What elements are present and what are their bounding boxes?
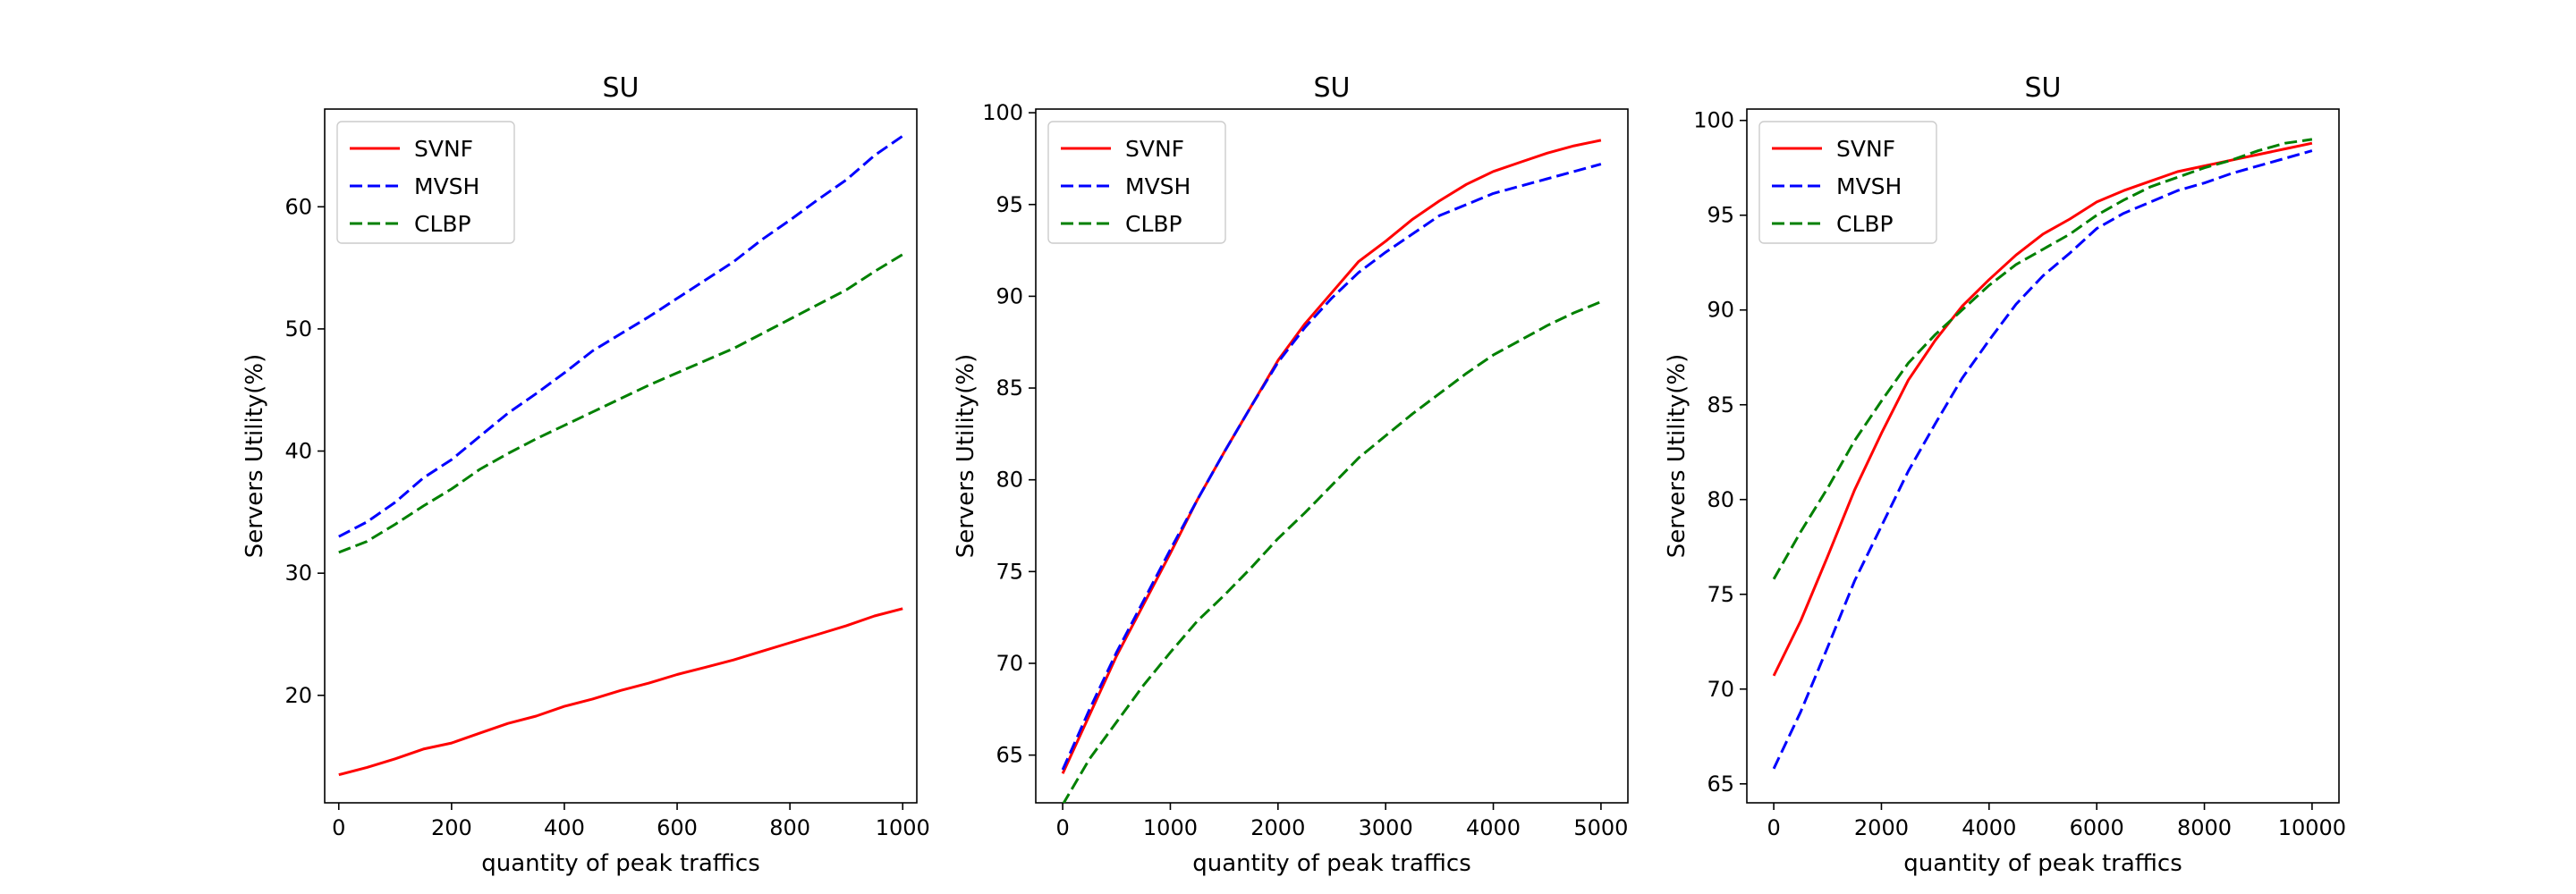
- series-line-clbp: [338, 253, 903, 554]
- x-tick-label: 5000: [1573, 815, 1628, 840]
- y-tick-label: 70: [996, 651, 1023, 676]
- series-group: [1061, 139, 1602, 803]
- y-tick-label: 60: [284, 194, 312, 219]
- x-tick-label: 0: [1767, 815, 1780, 840]
- y-tick-label: 75: [996, 559, 1023, 584]
- legend-label-svnf: SVNF: [1836, 136, 1895, 162]
- plot-area-frame: [324, 108, 918, 804]
- y-tick-label: 85: [1707, 392, 1734, 417]
- y-tick-label: 100: [982, 100, 1023, 125]
- y-tick-label: 40: [284, 439, 312, 464]
- legend-frame: [336, 121, 515, 244]
- y-axis-label: Servers Utility(%): [1664, 354, 1690, 559]
- y-tick-label: 95: [1707, 203, 1734, 228]
- x-tick-label: 2000: [1250, 815, 1305, 840]
- x-tick-label: 3000: [1359, 815, 1413, 840]
- y-tick-label: 65: [996, 743, 1023, 768]
- x-tick-label: 800: [769, 815, 810, 840]
- series-line-svnf: [1061, 139, 1602, 774]
- chart-title: SU: [602, 72, 639, 104]
- x-tick-label: 600: [657, 815, 698, 840]
- y-tick-label: 50: [284, 316, 312, 342]
- series-line-clbp: [1772, 138, 2313, 580]
- legend-label-clbp: CLBP: [1125, 211, 1182, 237]
- y-tick-label: 30: [284, 561, 312, 586]
- x-tick-label: 0: [332, 815, 345, 840]
- y-tick-label: 80: [996, 468, 1023, 493]
- legend-label-clbp: CLBP: [1836, 211, 1894, 237]
- x-tick-label: 1000: [1143, 815, 1198, 840]
- legend-frame: [1758, 121, 1937, 244]
- y-tick-label: 90: [996, 283, 1023, 308]
- x-tick-label: 0: [1055, 815, 1069, 840]
- legend-label-svnf: SVNF: [1125, 136, 1184, 162]
- y-axis-label: Servers Utility(%): [242, 354, 268, 559]
- plot-area-frame: [1035, 108, 1629, 804]
- x-tick-label: 400: [544, 815, 585, 840]
- x-tick-label: 2000: [1854, 815, 1909, 840]
- x-tick-label: 8000: [2177, 815, 2232, 840]
- y-tick-label: 85: [996, 375, 1023, 401]
- series-line-mvsh: [338, 134, 904, 538]
- plot-area-frame: [1746, 108, 2340, 804]
- series-line-mvsh: [1061, 163, 1602, 771]
- chart-panel-3: SU 0 2000 4000 6000 8000 10000 65 70 75 80 85 90 95 10…: [1664, 72, 2346, 877]
- chart-panel-1: SU 0 200 400 600 800 1000 20 30 40 50 60 quantity of…: [242, 72, 930, 877]
- legend-label-svnf: SVNF: [414, 136, 473, 162]
- legend: SVNF MVSH CLBP: [1047, 121, 1226, 244]
- legend-label-mvsh: MVSH: [414, 173, 479, 199]
- legend-label-clbp: CLBP: [414, 211, 471, 237]
- y-tick-label: 100: [1693, 108, 1734, 133]
- x-axis-label: quantity of peak traffics: [481, 850, 760, 877]
- legend: SVNF MVSH CLBP: [1758, 121, 1937, 244]
- x-axis-label: quantity of peak traffics: [1903, 850, 2182, 877]
- x-tick-label: 4000: [1962, 815, 2016, 840]
- x-tick-label: 10000: [2278, 815, 2346, 840]
- y-tick-label: 20: [284, 683, 312, 708]
- y-tick-label: 80: [1707, 487, 1734, 512]
- series-line-clbp: [1062, 300, 1602, 803]
- y-tick-label: 70: [1707, 677, 1734, 702]
- y-tick-label: 90: [1707, 298, 1734, 323]
- x-tick-label: 1000: [876, 815, 930, 840]
- chart-panel-2: SU 0 1000 2000 3000 4000 5000 65 70 75 80 85 90 95 100…: [953, 72, 1629, 877]
- series-line-svnf: [338, 607, 903, 777]
- series-group: [338, 134, 904, 777]
- series-line-mvsh: [1772, 149, 2313, 770]
- legend: SVNF MVSH CLBP: [336, 121, 515, 244]
- series-group: [1772, 138, 2313, 770]
- legend-frame: [1047, 121, 1226, 244]
- y-axis-label: Servers Utility(%): [953, 354, 979, 559]
- y-tick-label: 95: [996, 192, 1023, 217]
- x-axis-label: quantity of peak traffics: [1192, 850, 1471, 877]
- x-tick-label: 4000: [1466, 815, 1521, 840]
- chart-title: SU: [1313, 72, 1350, 104]
- legend-label-mvsh: MVSH: [1125, 173, 1191, 199]
- y-tick-label: 75: [1707, 582, 1734, 607]
- y-tick-label: 65: [1707, 772, 1734, 797]
- chart-title: SU: [2024, 72, 2061, 104]
- legend-label-mvsh: MVSH: [1836, 173, 1902, 199]
- x-tick-label: 6000: [2070, 815, 2124, 840]
- x-tick-label: 200: [431, 815, 472, 840]
